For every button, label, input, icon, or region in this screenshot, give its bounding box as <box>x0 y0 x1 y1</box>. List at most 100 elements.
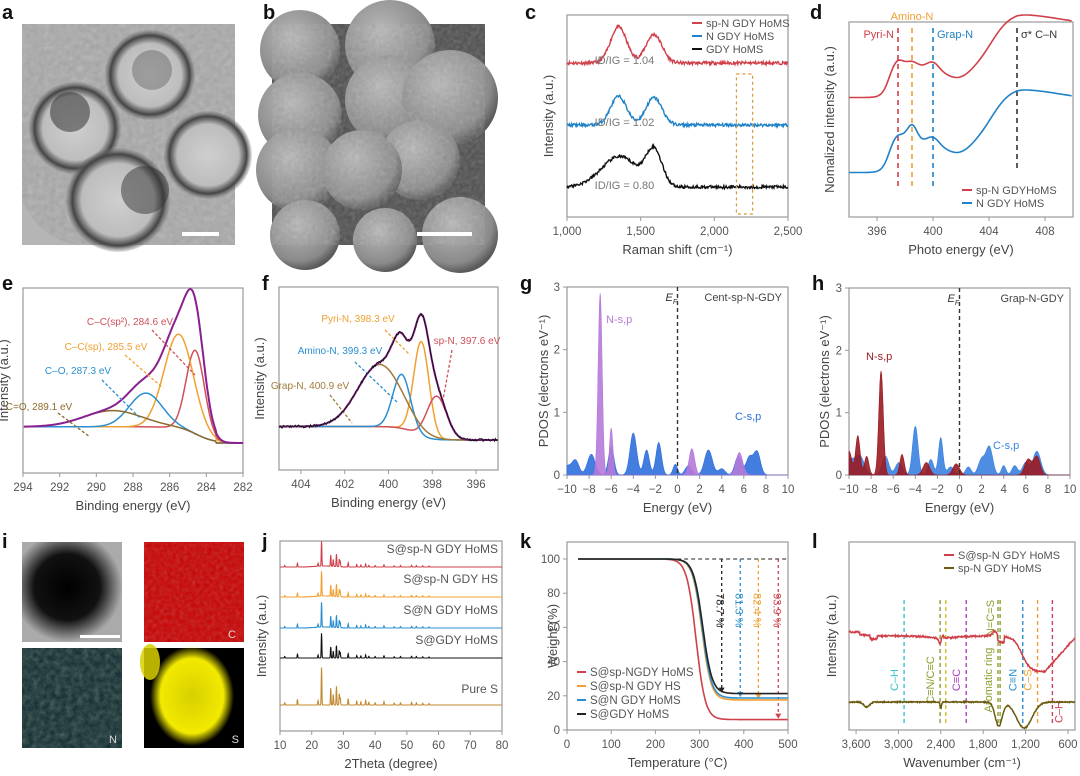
panel-label-a: a <box>2 2 14 24</box>
plot-frame <box>566 541 789 731</box>
legend-label: sp-N GDYHoMS <box>976 185 1057 197</box>
x-tick-label: 500 <box>778 739 797 751</box>
annotation-arrow <box>57 412 91 438</box>
sem-image <box>256 0 498 273</box>
x-tick-label: 2,400 <box>926 739 955 751</box>
x-tick-label: 40 <box>369 740 382 752</box>
ftir-line-0 <box>848 629 1076 674</box>
x-tick-label: 1,500 <box>626 226 655 238</box>
legend-label: N GDY HoMS <box>976 198 1044 210</box>
y-tick-label: 2 <box>836 345 842 357</box>
y-tick-label: 3 <box>836 283 842 295</box>
x-tick-label: 0 <box>564 739 570 751</box>
peak-annotation: Pyri-N, 398.3 eV <box>321 314 395 325</box>
x-tick-label: 286 <box>160 482 179 494</box>
x-tick-label: 50 <box>400 740 413 752</box>
x-axis-label: Photo energy (eV) <box>908 242 1014 257</box>
arrow-head <box>718 687 725 693</box>
x-tick-label: 404 <box>291 479 311 491</box>
x-tick-label: 4 <box>718 484 725 496</box>
nexafs-line-1 <box>849 89 1072 174</box>
fermi-label: EF <box>666 292 678 306</box>
peak-annotation: sp-N, 397.6 eV <box>434 336 501 347</box>
raman-line-1 <box>566 94 789 130</box>
panel-label-i: i <box>2 531 8 553</box>
tga-curve-3 <box>578 558 788 695</box>
y-tick-label: 100 <box>541 554 560 566</box>
component-peak-3 <box>279 363 498 441</box>
x-tick-label: −2 <box>649 484 662 496</box>
panel-label-d: d <box>810 2 822 24</box>
x-tick-label: 400 <box>734 739 753 751</box>
panel-labels: a b c d e f g h i j k l <box>2 2 824 553</box>
eds-tile-carbon: C <box>144 542 244 642</box>
x-tick-label: 404 <box>979 226 999 238</box>
raman-line-2 <box>566 142 789 191</box>
chart-l: 3,600 3,000 2,400 1,800 1,200 600 Wavenumber (… <box>824 541 1078 770</box>
panel-label-e: e <box>2 273 13 295</box>
panel-label-f: f <box>262 273 269 295</box>
x-tick-label: 398 <box>423 479 442 491</box>
xrd-pattern-2 <box>280 602 502 629</box>
x-tick-label: −4 <box>909 484 923 496</box>
scale-bar <box>417 232 472 236</box>
peak-annotation: Amino-N, 399.3 eV <box>298 346 383 357</box>
panel-label-h: h <box>812 273 824 295</box>
eds-tile-sulfur: S <box>140 644 244 748</box>
annotation-arrow <box>329 394 353 424</box>
annotation-arrow <box>101 379 141 419</box>
chart-j: 10 20 30 40 50 60 70 80 2Theta (degree) Intensity… <box>254 540 508 771</box>
raman-line-0 <box>566 23 789 68</box>
eds-element-label: N <box>109 734 117 746</box>
peak-annotation: C–O, 287.3 eV <box>45 366 111 377</box>
eds-mapping: C N S <box>22 542 244 748</box>
y-axis-label: PDOS (electrons eV⁻¹) <box>536 315 551 448</box>
pdos-area-nsp <box>567 293 788 476</box>
x-tick-label: 6 <box>1023 484 1029 496</box>
ratio-annotation: ID/IG = 1.02 <box>595 117 655 129</box>
x-tick-label: 0 <box>674 484 680 496</box>
annotation-arrow <box>384 329 411 356</box>
x-tick-label: 60 <box>432 740 445 752</box>
x-axis-label: Wavenumber (cm⁻¹) <box>903 755 1021 770</box>
x-tick-label: −8 <box>865 484 878 496</box>
ratio-annotation: ID/IG = 1.04 <box>595 55 655 67</box>
eds-element-label: C <box>228 629 236 641</box>
x-tick-label: 6 <box>741 484 747 496</box>
x-tick-label: 3,000 <box>884 739 913 751</box>
x-tick-label: 0 <box>956 484 962 496</box>
panel-label-l: l <box>812 531 818 553</box>
x-tick-label: 1,000 <box>553 226 582 238</box>
x-tick-label: 400 <box>379 479 398 491</box>
x-tick-label: −8 <box>583 484 596 496</box>
panel-label-j: j <box>261 531 268 553</box>
x-tick-label: 3,600 <box>842 739 871 751</box>
x-tick-label: −2 <box>931 484 944 496</box>
legend-label: S@sp-N GDY HS <box>590 681 681 693</box>
highlight-box <box>735 73 754 215</box>
y-axis-label: Intensity (a.u.) <box>254 595 269 677</box>
y-tick-label: 0 <box>836 470 842 482</box>
x-tick-label: 2 <box>978 484 984 496</box>
nexafs-line-0 <box>849 14 1072 99</box>
pattern-label: S@N GDY HoMS <box>403 603 498 617</box>
y-tick-label: 2 <box>554 345 560 357</box>
x-tick-label: 10 <box>274 740 287 752</box>
peak-annotation: C–C(sp), 285.5 eV <box>65 342 148 353</box>
annotation-arrow <box>151 329 196 376</box>
x-tick-label: 10 <box>1064 484 1077 496</box>
panel-label-c: c <box>525 2 536 24</box>
reference-label: Grap-N <box>937 29 973 41</box>
legend-label: S@N GDY HoMS <box>590 695 681 707</box>
reference-label: Pyri-N <box>863 29 894 41</box>
sulfur-content-label: 78.7 % <box>714 593 726 627</box>
y-axis-label: Intensity (a.u.) <box>252 337 267 419</box>
structure-title: Cent-sp-N-GDY <box>704 292 782 304</box>
x-axis-label: Binding energy (eV) <box>331 495 446 510</box>
sulfur-content-label: 82.4 % <box>750 593 762 627</box>
x-tick-label: 20 <box>305 740 318 752</box>
xrd-pattern-1 <box>280 571 502 598</box>
panel-label-k: k <box>520 531 532 553</box>
